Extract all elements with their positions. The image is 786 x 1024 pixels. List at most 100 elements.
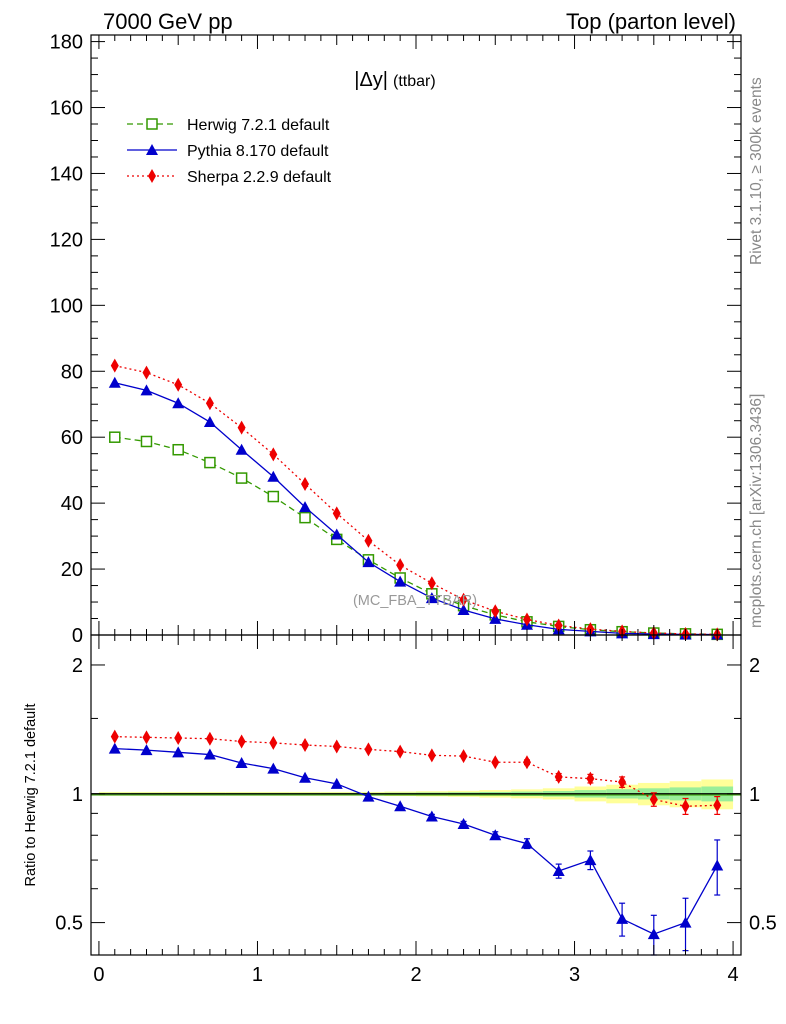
- legend: Herwig 7.2.1 default Pythia 8.170 defaul…: [127, 117, 332, 186]
- main-y-tick-label: 20: [61, 559, 83, 581]
- main-panel: 0 20 40 60 80 100 120 140 160 180 |Δy| (ttbar) (M…: [50, 32, 742, 647]
- data-point-pythia: [108, 376, 121, 388]
- data-point-herwig: [235, 472, 248, 484]
- header-left: 7000 GeV pp: [103, 9, 233, 34]
- data-point-sherpa: [522, 612, 531, 627]
- data-point-pythia: [330, 528, 343, 540]
- main-y-tick-label: 180: [50, 32, 83, 54]
- ratio-point-sherpa: [364, 742, 373, 757]
- x-tick-label: 0: [93, 964, 104, 986]
- main-y-tick-label: 160: [50, 98, 83, 120]
- ratio-point-pythia: [394, 800, 407, 812]
- legend-label-pythia: Pythia 8.170 default: [187, 143, 329, 160]
- ratio-y-tick-label-left: 1: [72, 784, 83, 806]
- data-point-herwig: [172, 443, 184, 456]
- x-tick-label: 1: [252, 964, 263, 986]
- ratio-point-pythia: [140, 744, 153, 756]
- data-point-sherpa: [364, 533, 373, 548]
- ratio-point-sherpa: [586, 771, 595, 786]
- legend-item-sherpa: Sherpa 2.2.9 default: [127, 169, 332, 186]
- data-point-herwig: [140, 435, 153, 448]
- ratio-point-pythia: [203, 748, 216, 760]
- data-point-sherpa: [459, 592, 468, 607]
- data-point-pythia: [362, 556, 375, 568]
- main-y-tick-label: 60: [61, 427, 83, 449]
- ratio-point-pythia: [425, 810, 438, 822]
- data-point-sherpa: [205, 396, 214, 411]
- x-tick-label: 4: [728, 964, 739, 986]
- ratio-point-pythia: [172, 746, 185, 758]
- ratio-panel: 0.5 0.5 1 1 2 2 0 1 2 3 4: [55, 35, 777, 986]
- ratio-point-sherpa: [332, 739, 341, 754]
- ratio-point-sherpa: [618, 775, 627, 790]
- ratio-point-sherpa: [554, 769, 563, 784]
- ratio-point-pythia: [108, 742, 121, 754]
- data-point-pythia: [425, 592, 438, 604]
- legend-label-sherpa: Sherpa 2.2.9 default: [187, 169, 332, 186]
- ratio-point-pythia: [489, 829, 502, 841]
- chart-subtitle: (ttbar): [393, 73, 436, 90]
- ratio-point-pythia: [330, 777, 343, 789]
- data-point-herwig: [267, 490, 280, 503]
- main-y-tick-label: 120: [50, 229, 83, 251]
- ratio-point-pythia: [299, 771, 312, 783]
- legend-item-herwig: Herwig 7.2.1 default: [127, 117, 330, 134]
- mcplots-label: mcplots.cern.ch [arXiv:1306.3436]: [748, 394, 765, 628]
- ratio-y-ticks: [91, 664, 741, 924]
- x-tick-label: 2: [410, 964, 421, 986]
- ratio-point-sherpa: [491, 755, 500, 770]
- ratio-y-tick-label-left: 0.5: [55, 913, 83, 935]
- data-point-pythia: [489, 612, 502, 624]
- data-point-pythia: [394, 575, 407, 587]
- ratio-point-sherpa: [174, 731, 183, 746]
- analysis-tag: (MC_FBA_TTBAR): [353, 593, 477, 609]
- data-point-sherpa: [269, 447, 278, 462]
- data-point-pythia: [267, 470, 280, 482]
- data-point-pythia: [203, 416, 216, 428]
- legend-marker-herwig: [146, 118, 158, 130]
- data-point-sherpa: [142, 365, 151, 380]
- ratio-point-sherpa: [713, 798, 722, 813]
- ratio-y-tick-label-right: 0.5: [749, 913, 777, 935]
- data-point-sherpa: [554, 618, 563, 633]
- data-point-pythia: [299, 501, 312, 513]
- ratio-point-pythia: [584, 854, 597, 866]
- ratio-point-sherpa: [237, 734, 246, 749]
- data-point-herwig: [109, 431, 121, 443]
- main-y-tick-label: 40: [61, 493, 83, 515]
- legend-marker-pythia: [146, 144, 158, 155]
- ratio-point-pythia: [267, 762, 280, 774]
- ratio-point-pythia: [457, 817, 470, 829]
- ratio-point-sherpa: [649, 792, 658, 807]
- ratio-point-sherpa: [269, 735, 278, 750]
- ratio-point-pythia: [520, 837, 533, 849]
- ratio-point-pythia: [711, 859, 724, 871]
- ratio-line-sherpa: [114, 735, 718, 807]
- ratio-y-tick-label-right: 2: [749, 655, 760, 677]
- rivet-label: Rivet 3.1.10, ≥ 300k events: [748, 77, 765, 265]
- data-point-sherpa: [301, 477, 310, 492]
- ratio-point-pythia: [647, 928, 660, 940]
- legend-label-herwig: Herwig 7.2.1 default: [187, 117, 330, 134]
- data-point-herwig: [299, 511, 311, 524]
- ratio-y-tick-label-right: 1: [749, 784, 760, 806]
- ratio-point-pythia: [616, 912, 629, 924]
- x-tick-label: 3: [569, 964, 580, 986]
- data-point-pythia: [140, 384, 153, 396]
- x-axis-ticks: [98, 35, 734, 955]
- series-line-sherpa: [114, 365, 718, 636]
- data-point-pythia: [457, 603, 470, 615]
- ratio-point-sherpa: [459, 749, 468, 764]
- data-point-sherpa: [427, 576, 436, 591]
- ratio-point-sherpa: [205, 731, 214, 746]
- ratio-point-sherpa: [681, 799, 690, 814]
- data-point-sherpa: [110, 358, 119, 373]
- ratio-line-pythia: [114, 747, 718, 935]
- ratio-point-sherpa: [301, 738, 310, 753]
- legend-item-pythia: Pythia 8.170 default: [127, 143, 329, 160]
- main-y-tick-label: 0: [72, 625, 83, 647]
- main-y-tick-label: 80: [61, 361, 83, 383]
- header-right: Top (parton level): [566, 9, 736, 34]
- ratio-point-sherpa: [522, 755, 531, 770]
